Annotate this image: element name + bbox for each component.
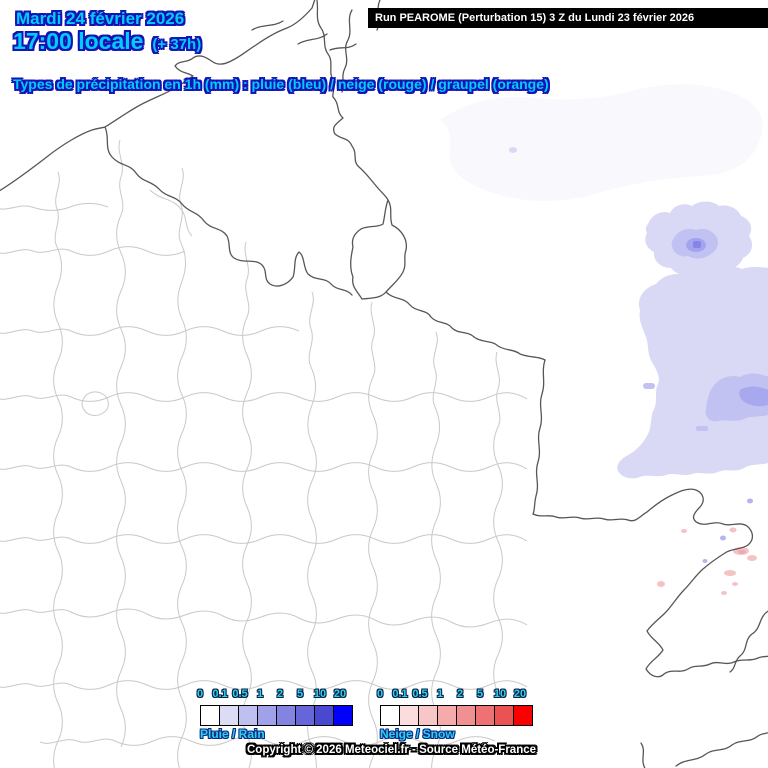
forecast-time-row: 17:00 locale (+ 37h) <box>13 28 201 55</box>
snow-speck-2 <box>729 527 737 533</box>
rain-speck-2 <box>720 535 726 541</box>
legend-tick-label: 1 <box>256 688 264 700</box>
forecast-time: 17:00 locale <box>13 28 144 54</box>
legend-tick-label: 0.5 <box>232 688 248 700</box>
forecast-date: Mardi 24 février 2026 <box>16 9 185 28</box>
legend-tick-label: 0.5 <box>412 688 428 700</box>
snow-speck-9 <box>721 591 727 595</box>
jura-alps-border-path <box>640 610 768 768</box>
legend-tick-label: 20 <box>513 688 527 700</box>
snow-legend-label: Neige / Snow <box>380 727 455 741</box>
paris-department-loop <box>81 391 109 416</box>
legend-tick-label: 1 <box>436 688 444 700</box>
map-subtitle: Types de précipitation en 1h (mm) : plui… <box>13 76 549 92</box>
legend-tick-label: 0.1 <box>392 688 408 700</box>
snow-speck-8 <box>657 581 665 587</box>
legend-color-cell <box>513 705 533 726</box>
snow-speck-4 <box>738 550 746 554</box>
legend-color-cell <box>200 705 220 726</box>
legend-tick-label: 0 <box>376 688 384 700</box>
legend-tick-label: 0 <box>196 688 204 700</box>
legend-color-cell <box>399 705 419 726</box>
legend-color-cell <box>418 705 438 726</box>
legend-color-cell <box>295 705 315 726</box>
legend-tick-label: 2 <box>276 688 284 700</box>
snow-colorbar <box>380 705 533 726</box>
rain-legend: 0 0.1 0.5 1 2 5 10 20 Pluie / Rain <box>196 687 353 741</box>
france-germany-border-path <box>385 291 546 361</box>
faint-precip-area <box>440 84 763 202</box>
legend-color-cell <box>276 705 296 726</box>
legend-tick-label: 2 <box>456 688 464 700</box>
department-borders-layer <box>0 139 528 768</box>
rain-blob-b-dark <box>739 386 768 407</box>
snow-speck-5 <box>747 555 757 561</box>
legend-tick-label: 0.1 <box>212 688 228 700</box>
legend-color-cell <box>475 705 495 726</box>
legend-color-cell <box>238 705 258 726</box>
forecast-offset: (+ 37h) <box>152 36 202 53</box>
luxembourg-border-path <box>350 199 408 300</box>
legend-color-cell <box>380 705 400 726</box>
precipitation-layer <box>440 84 768 595</box>
snow-legend-ticks: 0 0.1 0.5 1 2 5 10 20 <box>376 687 533 705</box>
rhine-border-path <box>532 359 546 515</box>
rain-blob-a-core <box>693 241 701 248</box>
legend-color-cell <box>437 705 457 726</box>
rain-legend-ticks: 0 0.1 0.5 1 2 5 10 20 <box>196 687 353 705</box>
copyright-text: Copyright © 2026 Meteociel.fr - Source M… <box>247 744 537 756</box>
legend-tick-label: 5 <box>296 688 304 700</box>
legend-tick-label: 10 <box>493 688 507 700</box>
rain-dash-1 <box>643 383 655 389</box>
snow-speck-6 <box>724 570 736 576</box>
rain-speck-1 <box>747 498 753 504</box>
rain-colorbar <box>200 705 353 726</box>
rain-tail-dot <box>624 468 634 474</box>
rain-legend-label: Pluie / Rain <box>200 727 265 741</box>
snow-legend: 0 0.1 0.5 1 2 5 10 20 Neige / Snow <box>376 687 533 741</box>
rain-dash-2 <box>696 426 708 431</box>
rain-blob-b-medium <box>705 373 768 422</box>
run-info-bar: Run PEAROME (Perturbation 15) 3 Z du Lun… <box>368 8 768 28</box>
rain-blob-b-light <box>617 266 768 479</box>
legend-color-cell <box>333 705 353 726</box>
legend-tick-label: 20 <box>333 688 347 700</box>
legend-color-cell <box>257 705 277 726</box>
legend-tick-label: 5 <box>476 688 484 700</box>
rain-dot-small <box>509 147 517 153</box>
legend-color-cell <box>219 705 239 726</box>
snow-speck-1 <box>681 529 687 533</box>
estuary-islands-path <box>251 20 357 51</box>
belgium-border-path <box>104 126 353 296</box>
snow-speck-7 <box>732 582 738 586</box>
rain-speck-3 <box>702 559 708 563</box>
legend-tick-label: 10 <box>313 688 327 700</box>
coastline-path <box>0 0 316 192</box>
legend-color-cell <box>314 705 334 726</box>
swiss-border-path <box>532 488 768 678</box>
legend-color-cell <box>456 705 476 726</box>
legend-color-cell <box>494 705 514 726</box>
belgium-germany-border-path <box>332 96 389 201</box>
